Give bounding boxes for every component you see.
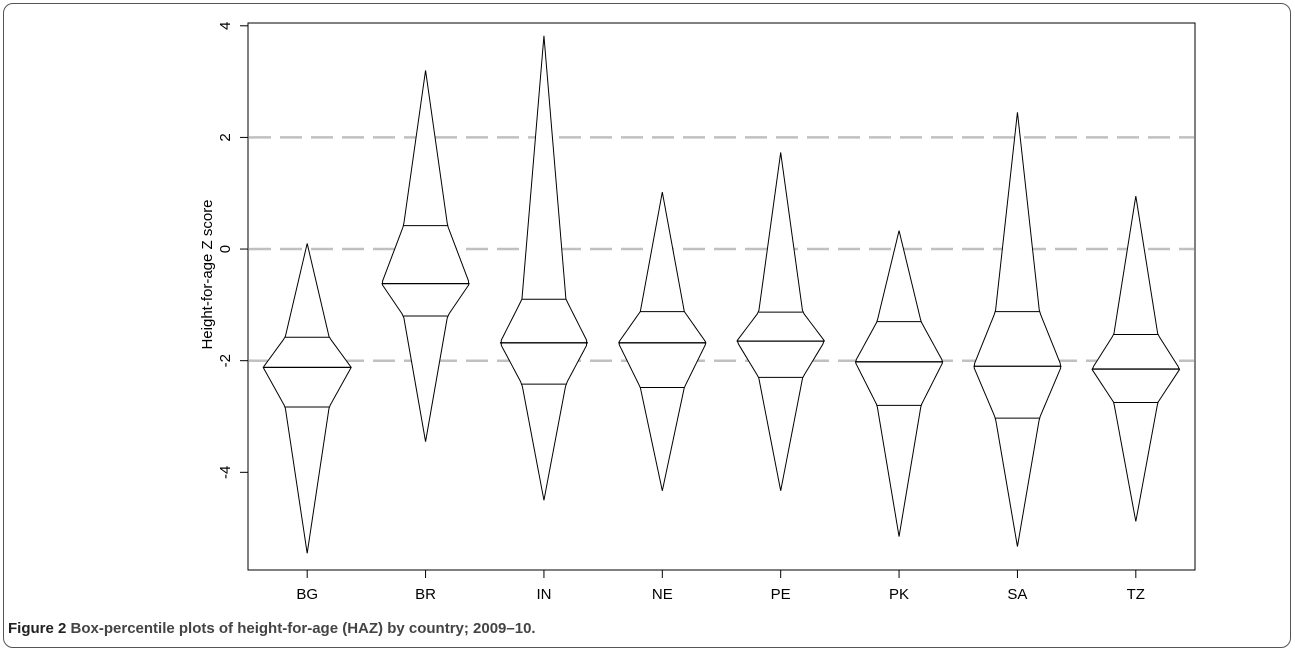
distribution-outline: [618, 192, 706, 491]
x-tick-label: BR: [415, 586, 436, 603]
plot-area: [247, 22, 1196, 571]
box-percentile-ne: [618, 192, 707, 491]
x-tick-label: PK: [889, 586, 909, 603]
y-tick-label: -4: [217, 466, 234, 479]
x-tick-label: NE: [652, 586, 673, 603]
distribution-outline: [855, 230, 943, 537]
distribution-outline: [262, 243, 352, 554]
box-percentile-bg: [262, 243, 352, 554]
distribution-outline: [500, 35, 588, 501]
x-axis: BG BR IN NE PE PK SA TZ: [296, 570, 1145, 603]
x-tick-label: PE: [771, 586, 791, 603]
y-tick-label: 0: [217, 245, 234, 253]
y-axis: -4 -2 0 2 4: [217, 22, 248, 479]
distribution-outline: [973, 112, 1062, 547]
box-percentile-pk: [855, 230, 944, 537]
box-percentile-shapes: [262, 35, 1181, 554]
box-percentile-in: [499, 35, 588, 501]
x-tick-label: SA: [1007, 586, 1027, 603]
y-tick-label: 4: [217, 22, 234, 30]
box-percentile-pe: [736, 152, 825, 491]
figure-caption-text: Box-percentile plots of height-for-age (…: [70, 620, 536, 637]
figure-caption: Figure 2 Box-percentile plots of height-…: [8, 620, 536, 637]
box-percentile-tz: [1091, 195, 1181, 522]
x-tick-label: BG: [296, 586, 318, 603]
y-axis-label: Height-for-age Z score: [199, 199, 216, 349]
figure-label: Figure 2: [8, 620, 67, 637]
distribution-outline: [381, 70, 470, 442]
distribution-outline: [736, 152, 825, 491]
box-percentile-sa: [973, 112, 1062, 547]
distribution-outline: [1091, 195, 1181, 522]
x-tick-label: IN: [536, 586, 551, 603]
reference-lines: [249, 136, 1194, 362]
box-percentile-br: [381, 70, 470, 442]
y-tick-label: -2: [217, 354, 234, 367]
y-tick-label: 2: [217, 133, 234, 141]
x-tick-label: TZ: [1127, 586, 1145, 603]
